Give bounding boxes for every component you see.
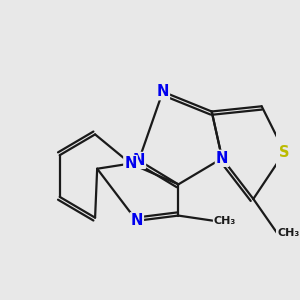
Text: CH₃: CH₃ bbox=[277, 228, 299, 238]
Text: N: N bbox=[157, 84, 169, 99]
Text: N: N bbox=[124, 156, 137, 171]
Text: S: S bbox=[279, 145, 290, 160]
Text: CH₃: CH₃ bbox=[214, 216, 236, 226]
Text: N: N bbox=[130, 213, 143, 228]
Text: N: N bbox=[216, 151, 228, 166]
Text: N: N bbox=[133, 153, 145, 168]
